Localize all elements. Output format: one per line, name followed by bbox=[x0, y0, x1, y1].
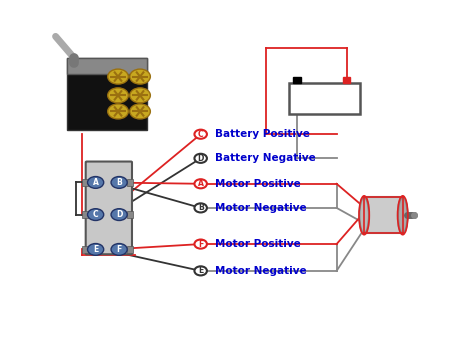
Ellipse shape bbox=[359, 197, 369, 234]
Circle shape bbox=[88, 244, 104, 255]
Circle shape bbox=[108, 88, 128, 103]
Circle shape bbox=[194, 203, 207, 212]
Circle shape bbox=[130, 104, 150, 119]
Text: Battery Positive: Battery Positive bbox=[215, 129, 310, 139]
Circle shape bbox=[88, 176, 104, 188]
Bar bbox=[343, 77, 350, 83]
Text: B: B bbox=[198, 203, 203, 212]
Bar bbox=[82, 211, 88, 218]
Circle shape bbox=[108, 69, 128, 84]
Text: E: E bbox=[93, 245, 98, 254]
FancyBboxPatch shape bbox=[66, 58, 147, 130]
Bar bbox=[82, 179, 88, 185]
Text: A: A bbox=[93, 178, 99, 187]
Circle shape bbox=[194, 239, 207, 248]
Bar bbox=[66, 58, 147, 74]
Circle shape bbox=[194, 130, 207, 139]
Text: D: D bbox=[116, 210, 122, 219]
Bar bbox=[82, 246, 88, 253]
Circle shape bbox=[130, 69, 150, 84]
Bar bbox=[289, 83, 360, 114]
Bar bbox=[127, 211, 133, 218]
Circle shape bbox=[194, 179, 207, 188]
Text: B: B bbox=[116, 178, 122, 187]
Text: F: F bbox=[198, 239, 203, 248]
Bar bbox=[127, 179, 133, 185]
Text: Battery Negative: Battery Negative bbox=[215, 153, 316, 163]
Text: A: A bbox=[198, 179, 204, 188]
Text: Motor Positive: Motor Positive bbox=[215, 179, 301, 189]
Circle shape bbox=[88, 209, 104, 221]
Circle shape bbox=[111, 244, 127, 255]
Circle shape bbox=[111, 209, 127, 221]
Bar bbox=[293, 77, 301, 83]
Text: Motor Negative: Motor Negative bbox=[215, 266, 307, 276]
Text: D: D bbox=[198, 154, 204, 163]
Circle shape bbox=[194, 266, 207, 275]
Text: F: F bbox=[117, 245, 122, 254]
Text: Motor Negative: Motor Negative bbox=[215, 203, 307, 213]
Text: C: C bbox=[198, 130, 203, 139]
Circle shape bbox=[108, 104, 128, 119]
Circle shape bbox=[194, 154, 207, 163]
Bar bbox=[364, 197, 403, 234]
Circle shape bbox=[130, 88, 150, 103]
Ellipse shape bbox=[398, 197, 408, 234]
FancyBboxPatch shape bbox=[86, 161, 132, 254]
Text: C: C bbox=[93, 210, 99, 219]
Circle shape bbox=[111, 176, 127, 188]
Text: E: E bbox=[198, 266, 203, 275]
Text: Motor Positive: Motor Positive bbox=[215, 239, 301, 249]
Bar bbox=[127, 246, 133, 253]
